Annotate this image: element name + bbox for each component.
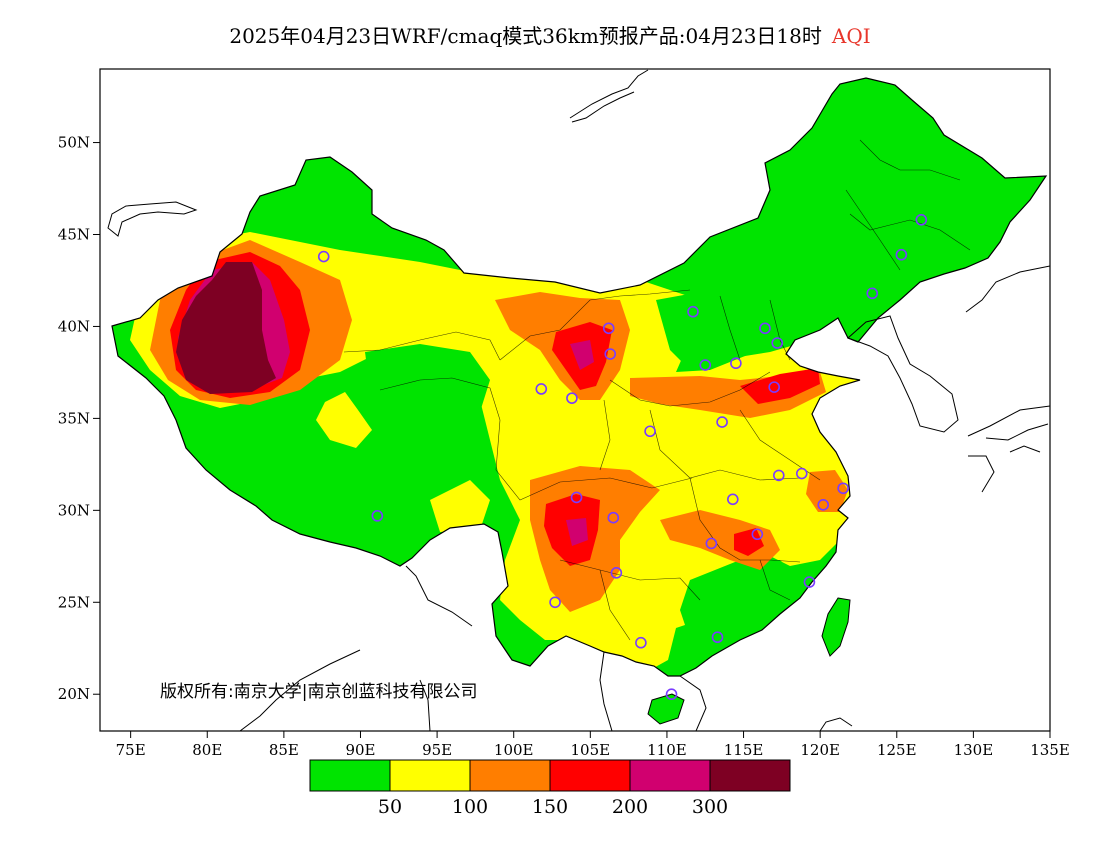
aqi-zone-good-south — [680, 560, 800, 640]
aqi-zone-usg-shanghai — [806, 470, 848, 512]
aqi-zone-moderate-sw — [430, 480, 490, 532]
aqi-zone-very-unhealthy-sichuan — [566, 518, 588, 546]
y-tick-label: 20N — [58, 685, 90, 703]
city-marker — [610, 567, 623, 579]
legend-swatch — [629, 759, 711, 792]
aqi-zone-moderate-tibet — [316, 392, 372, 448]
city-marker — [803, 576, 816, 588]
title-variable: AQI — [831, 24, 871, 48]
y-tick-label: 45N — [58, 226, 90, 244]
color-legend: 50 100 150 200 300 — [309, 759, 791, 818]
legend-label: 100 — [452, 796, 488, 818]
city-marker — [549, 596, 561, 609]
city-marker — [371, 510, 384, 522]
legend-label: 50 — [378, 796, 402, 818]
aqi-zone-unhealthy-jiangxi — [734, 528, 764, 556]
city-marker — [711, 631, 724, 644]
city-marker — [771, 337, 784, 349]
y-tick-label: 35N — [58, 409, 90, 427]
city-marker — [566, 392, 578, 404]
y-tick-label: 40N — [58, 317, 90, 335]
aqi-zone-very-unhealthy-ningxia — [570, 340, 594, 370]
legend-swatch — [709, 759, 791, 792]
x-tick-label: 100E — [494, 741, 534, 759]
city-marker — [665, 688, 678, 701]
city-marker — [759, 322, 771, 335]
city-marker — [795, 467, 808, 480]
city-marker — [716, 416, 728, 428]
city-marker — [535, 383, 548, 395]
x-tick-label: 120E — [800, 741, 840, 759]
legend-label: 150 — [532, 796, 568, 818]
city-marker — [866, 287, 879, 300]
city-marker — [607, 511, 620, 524]
city-markers — [317, 213, 928, 701]
x-tick-label: 85E — [269, 741, 299, 759]
x-tick-label: 130E — [954, 741, 994, 759]
x-tick-label: 110E — [647, 741, 687, 759]
legend-label: 300 — [692, 796, 728, 818]
city-marker — [705, 537, 718, 550]
city-marker — [817, 499, 830, 511]
legend-swatch — [389, 759, 471, 792]
copyright-text: 版权所有:南京大学|南京创蓝科技有限公司 — [160, 682, 477, 702]
city-marker — [602, 322, 615, 335]
legend-swatch — [469, 759, 551, 792]
aqi-zone-usg-hunan — [660, 510, 780, 570]
y-tick-label: 25N — [58, 593, 90, 611]
aqi-zone-hazardous — [176, 262, 276, 394]
city-marker — [644, 425, 656, 438]
island-hainan — [647, 693, 685, 725]
aqi-zone-good-north — [656, 280, 830, 370]
city-marker — [699, 359, 712, 371]
x-tick-label: 135E — [1030, 741, 1070, 759]
city-marker — [915, 213, 928, 226]
city-marker — [768, 381, 780, 393]
city-marker — [772, 469, 785, 482]
legend-swatch — [549, 759, 631, 792]
x-tick-label: 90E — [345, 741, 375, 759]
aqi-zone-unhealthy-shandong — [740, 368, 820, 404]
x-tick-label: 105E — [571, 741, 611, 759]
y-tick-label: 50N — [58, 134, 90, 152]
city-marker — [687, 305, 699, 318]
axes: 75E 80E 85E 90E 95E 100E 105E 110E 115E 120E 125E 1… — [58, 134, 1070, 759]
x-tick-label: 80E — [192, 741, 222, 759]
city-marker — [751, 528, 764, 541]
city-marker — [604, 348, 617, 360]
legend-label: 200 — [612, 796, 648, 818]
city-marker — [730, 357, 742, 370]
aqi-zone-good-qinghai — [365, 344, 490, 430]
map-title: 2025年04月23日WRF/cmaq模式36km预报产品:04月23日18时 A… — [0, 20, 1100, 49]
city-marker — [837, 482, 849, 495]
legend-swatch — [309, 759, 391, 792]
x-tick-label: 95E — [422, 741, 452, 759]
island-taiwan — [821, 597, 851, 657]
x-tick-label: 115E — [724, 741, 764, 759]
city-marker — [635, 636, 647, 649]
title-text: 2025年04月23日WRF/cmaq模式36km预报产品:04月23日18时 — [229, 24, 822, 48]
neighbor-coastlines — [107, 69, 1050, 731]
city-marker — [317, 250, 330, 263]
city-marker — [727, 493, 739, 506]
plot-frame — [99, 68, 1051, 732]
city-marker — [895, 248, 908, 261]
city-marker — [570, 491, 583, 504]
x-tick-label: 75E — [116, 741, 146, 759]
x-tick-label: 125E — [877, 741, 917, 759]
y-tick-label: 30N — [58, 501, 90, 519]
